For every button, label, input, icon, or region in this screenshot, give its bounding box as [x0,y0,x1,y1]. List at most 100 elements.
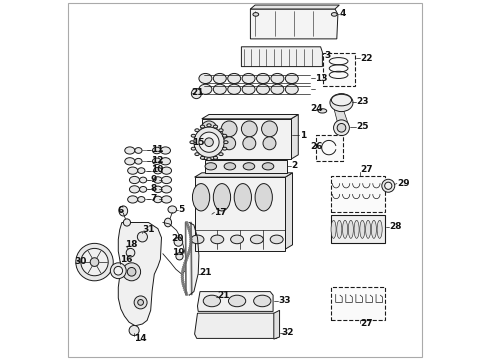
Ellipse shape [213,73,226,84]
Ellipse shape [190,243,192,245]
Ellipse shape [126,248,135,257]
Bar [202,119,291,159]
Ellipse shape [188,230,191,232]
Ellipse shape [200,156,205,159]
Ellipse shape [203,295,220,307]
Ellipse shape [76,243,113,281]
Ellipse shape [188,228,191,230]
Polygon shape [274,310,280,339]
Ellipse shape [164,218,171,227]
Ellipse shape [153,177,162,183]
Ellipse shape [285,73,298,84]
Text: 22: 22 [360,54,373,63]
Text: 9: 9 [151,175,157,184]
Ellipse shape [200,125,205,128]
Ellipse shape [184,291,187,293]
Ellipse shape [191,147,196,150]
Ellipse shape [330,94,353,112]
Ellipse shape [137,232,147,242]
Ellipse shape [181,272,184,274]
Ellipse shape [182,285,185,287]
Ellipse shape [176,253,183,260]
Polygon shape [334,106,349,129]
Ellipse shape [360,220,365,238]
Ellipse shape [222,137,236,150]
Ellipse shape [90,258,99,266]
Ellipse shape [138,197,145,202]
Ellipse shape [337,123,346,132]
Ellipse shape [337,220,342,238]
Ellipse shape [334,120,349,136]
Text: 10: 10 [151,166,163,175]
Ellipse shape [253,13,259,16]
Ellipse shape [119,206,127,216]
Ellipse shape [331,13,337,16]
Ellipse shape [228,295,245,307]
Ellipse shape [224,141,228,144]
Text: 5: 5 [178,205,185,214]
Ellipse shape [162,196,172,203]
Ellipse shape [189,234,192,236]
Ellipse shape [222,147,227,150]
Ellipse shape [202,137,216,150]
Ellipse shape [195,153,199,156]
Ellipse shape [331,220,336,238]
Text: 18: 18 [125,240,138,249]
Ellipse shape [186,224,189,226]
Ellipse shape [318,109,327,113]
Polygon shape [250,5,339,9]
Ellipse shape [271,84,284,94]
Ellipse shape [188,249,191,251]
Ellipse shape [181,274,184,276]
Ellipse shape [207,158,211,161]
Ellipse shape [191,134,196,137]
Bar [331,176,386,212]
Ellipse shape [348,220,353,238]
Ellipse shape [185,293,188,296]
Ellipse shape [127,196,138,203]
Ellipse shape [181,276,184,279]
Text: 14: 14 [134,334,147,343]
Bar [316,135,343,161]
Text: 12: 12 [151,156,163,165]
Ellipse shape [194,127,224,157]
Text: 19: 19 [172,248,185,257]
Polygon shape [195,173,293,177]
Ellipse shape [138,300,144,305]
Ellipse shape [185,257,188,260]
Ellipse shape [262,163,274,170]
Text: 24: 24 [310,104,322,113]
Bar [195,177,285,251]
Ellipse shape [219,129,223,132]
Ellipse shape [192,89,201,99]
Ellipse shape [366,220,370,238]
Ellipse shape [174,238,183,246]
Ellipse shape [219,153,223,156]
Ellipse shape [257,73,270,84]
Text: 33: 33 [278,296,291,305]
Polygon shape [285,173,293,249]
Text: 28: 28 [389,222,401,231]
Ellipse shape [129,325,139,336]
Ellipse shape [162,167,172,174]
Polygon shape [242,47,322,67]
Ellipse shape [189,232,192,234]
Text: 3: 3 [324,51,330,60]
Ellipse shape [221,121,237,137]
Ellipse shape [189,245,192,247]
Ellipse shape [181,281,184,283]
Ellipse shape [199,73,212,84]
Ellipse shape [81,248,108,276]
Ellipse shape [123,219,130,226]
Ellipse shape [122,263,141,281]
Ellipse shape [125,147,135,154]
Ellipse shape [201,121,217,137]
Ellipse shape [135,158,142,164]
Ellipse shape [354,220,359,238]
Ellipse shape [188,251,191,253]
Ellipse shape [242,84,255,94]
Text: 23: 23 [356,97,368,106]
Ellipse shape [185,221,188,224]
Ellipse shape [213,84,226,94]
Text: 29: 29 [397,179,410,188]
